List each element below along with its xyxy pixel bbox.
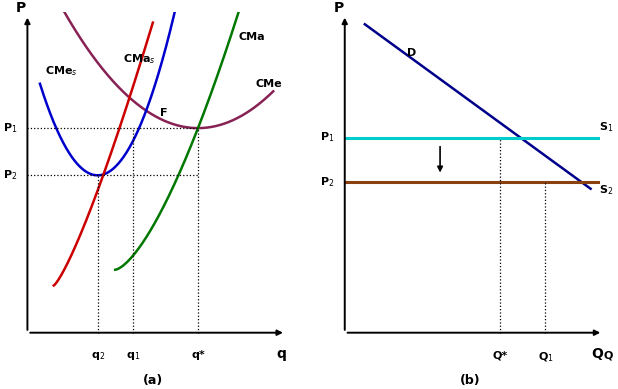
Text: D: D [407,48,417,58]
Text: q$_2$: q$_2$ [91,350,105,362]
Text: CMa: CMa [238,32,265,42]
Text: P$_2$: P$_2$ [320,175,335,189]
Text: P: P [333,1,344,15]
Text: q*: q* [191,350,205,360]
Text: q$_1$: q$_1$ [125,350,140,362]
Text: CMa$_s$: CMa$_s$ [123,52,156,66]
Text: (a): (a) [143,373,163,387]
Text: q: q [276,347,286,361]
Text: Q: Q [591,347,603,361]
Text: CMe$_s$: CMe$_s$ [45,65,78,79]
Text: (b): (b) [460,373,480,387]
Text: Q*: Q* [493,350,508,360]
Text: S$_2$: S$_2$ [599,183,614,197]
Text: P$_1$: P$_1$ [3,121,17,135]
Text: P$_1$: P$_1$ [320,131,335,144]
Text: S$_1$: S$_1$ [599,121,614,135]
Text: CMe: CMe [256,79,282,89]
Text: Q: Q [603,350,612,360]
Text: P: P [16,1,27,15]
Text: F: F [160,107,168,117]
Text: Q$_1$: Q$_1$ [538,350,553,364]
Text: P$_2$: P$_2$ [3,168,17,182]
